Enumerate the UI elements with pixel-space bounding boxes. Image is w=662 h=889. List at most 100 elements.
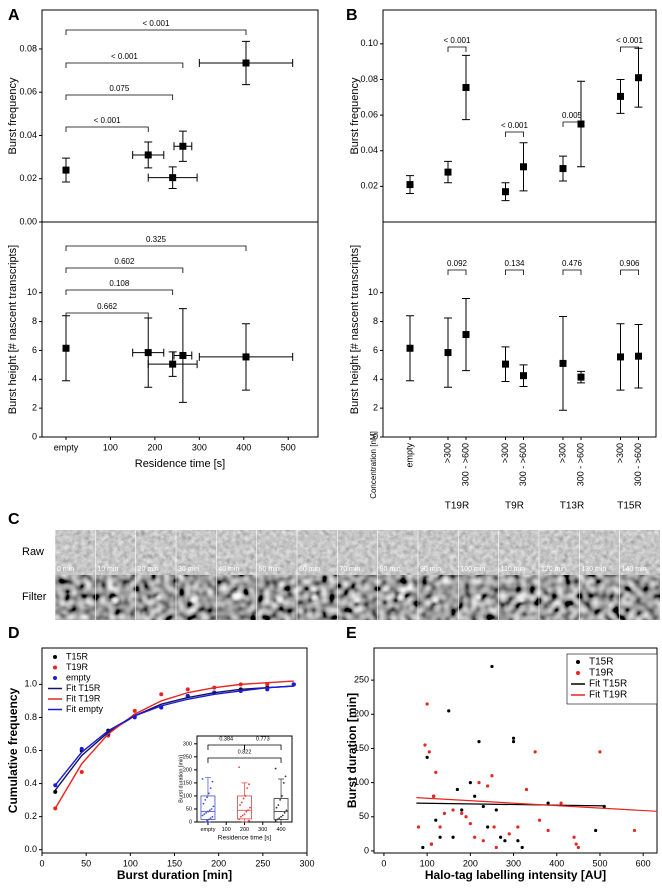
y-tick-label: 8 (373, 316, 378, 326)
x-tick-label: 500 (592, 858, 607, 868)
legend-label: Fit T15R (66, 683, 101, 693)
y-tick-label: 10 (368, 287, 378, 297)
y-tick-label: 0 (32, 431, 37, 441)
legend-swatch (53, 676, 57, 680)
marker (462, 83, 470, 91)
marker (559, 359, 567, 367)
whisker (241, 818, 248, 823)
jitter-point (247, 809, 250, 812)
significance-bracket (65, 312, 149, 318)
data-point (416, 825, 421, 829)
y-tick-label: 8 (32, 316, 37, 326)
p-value: 0.108 (109, 279, 130, 288)
spot (112, 551, 119, 557)
jitter-point (283, 811, 286, 814)
data-point (425, 755, 429, 759)
panel-label: B (346, 7, 358, 24)
data-point (572, 835, 576, 839)
spot (397, 548, 404, 554)
plot-frame (41, 9, 319, 223)
jitter-point (210, 808, 213, 810)
data-point (537, 818, 542, 822)
jitter-point (207, 792, 210, 795)
jitter-point (249, 806, 251, 809)
significance-bracket (65, 62, 184, 68)
data-point (546, 801, 550, 805)
y-tick-label: 150 (354, 743, 369, 753)
jitter-point (202, 802, 205, 805)
marker (559, 165, 567, 173)
frame-time: 30 min (178, 566, 199, 573)
y-tick-label: 0.2 (24, 811, 37, 821)
p-value: < 0.001 (94, 116, 121, 125)
p-value: 0.662 (97, 302, 118, 311)
spot (354, 551, 361, 557)
y-tick-label: 50 (186, 806, 192, 812)
y-axis-label: Burst duration [min] (345, 693, 359, 808)
plot-frame (373, 647, 658, 854)
frame-time: 110 min (501, 566, 525, 573)
marker (144, 151, 152, 159)
y-tick-label: 100 (183, 793, 192, 799)
data-point (425, 702, 429, 706)
x-tick-label: 0 (381, 858, 386, 868)
frame-time: 60 min (299, 566, 320, 573)
frame-time: 120 min (541, 566, 566, 573)
y-tick-label: 6 (373, 345, 378, 355)
jitter-point (242, 797, 245, 800)
data-point (481, 804, 485, 809)
jitter-point (280, 815, 282, 818)
y-tick-label: 200 (354, 709, 369, 719)
jitter-point (241, 814, 244, 817)
significance-bracket (447, 46, 467, 52)
p-value: 0.822 (238, 749, 252, 755)
data-point (159, 692, 164, 697)
x-tick-label: 200 (463, 858, 478, 868)
y-tick-label: 250 (183, 754, 192, 760)
marker (520, 163, 527, 171)
x-tick-label: >300 (442, 443, 452, 463)
jitter-point (276, 818, 279, 821)
jitter-point (203, 813, 206, 816)
x-tick-label: 300 (299, 858, 314, 868)
y-tick-label: 2 (373, 403, 378, 413)
p-value: 0.325 (146, 235, 167, 244)
x-tick-label: >300 (557, 443, 567, 463)
category-axis-label: Concentration [nM] (369, 431, 378, 499)
panel-label: E (346, 625, 357, 642)
p-value: 0.476 (562, 259, 583, 268)
marker (617, 92, 624, 100)
data-point (291, 682, 296, 687)
data-point (481, 839, 485, 843)
frame-time: 40 min (218, 566, 239, 573)
jitter-point (205, 811, 208, 814)
spot (518, 597, 526, 603)
y-tick-label: 6 (32, 345, 37, 355)
marker (242, 353, 250, 361)
x-axis-label: Residence time [s] (218, 835, 272, 842)
y-axis-label: Burst duration [min] (178, 755, 184, 803)
p-value: 0.075 (109, 84, 130, 93)
x-tick-label: 150 (167, 858, 182, 868)
data-point (559, 801, 563, 805)
x-axis-label: Burst duration [min] (117, 868, 232, 882)
marker (635, 352, 642, 360)
x-tick-label: >300 (615, 443, 625, 463)
y-tick-label: 0.04 (360, 145, 378, 155)
jitter-point (204, 798, 207, 801)
data-point (574, 842, 578, 846)
legend-swatch (576, 660, 580, 664)
x-tick-label: 100 (123, 858, 138, 868)
data-point (503, 839, 507, 843)
data-point (524, 787, 529, 792)
significance-bracket (65, 94, 174, 100)
frame-time: 10 min (97, 566, 118, 573)
y-tick-label: 0.00 (19, 216, 37, 226)
y-tick-label: 100 (354, 777, 369, 787)
y-axis-label: Cumulative frequency (6, 687, 20, 813)
jitter-point (201, 814, 204, 817)
y-tick-label: 0.06 (19, 87, 37, 97)
data-point (486, 784, 490, 788)
x-tick-label: 0 (39, 858, 44, 868)
group-label: T9R (505, 501, 524, 512)
